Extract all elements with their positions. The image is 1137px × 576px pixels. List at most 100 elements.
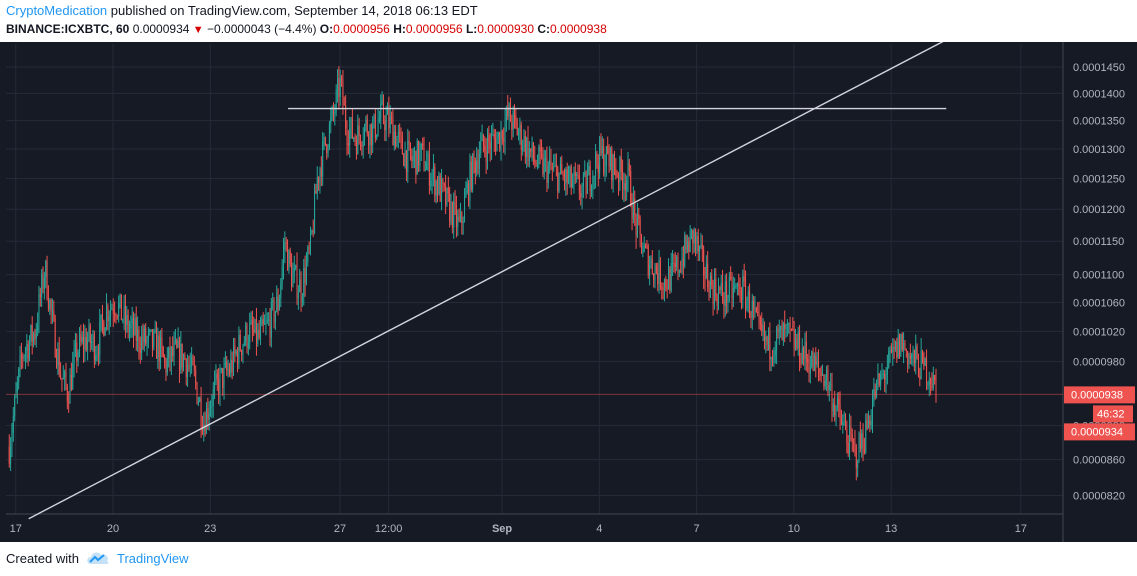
candle-body (223, 365, 225, 388)
candle-body (928, 379, 930, 385)
price-tick-label: 0.0001400 (1073, 88, 1125, 100)
candle-body (815, 355, 817, 365)
candle-body (681, 258, 683, 272)
candle-body (399, 132, 401, 134)
candle-body (593, 175, 595, 177)
candle-body (380, 103, 382, 120)
candle-body (257, 330, 259, 344)
candle-body (840, 417, 842, 425)
candle-body (486, 135, 488, 162)
candle-body (723, 298, 725, 306)
candle-body (797, 331, 799, 349)
candle-body (917, 357, 919, 377)
candle-body (50, 300, 52, 312)
candle-body (95, 355, 97, 361)
price-tick-label: 0.0001060 (1073, 297, 1125, 309)
price-axis-background (1063, 42, 1137, 542)
candle-body (237, 351, 239, 364)
candle-body (230, 359, 232, 374)
candle-body (796, 339, 798, 349)
candle-body (893, 346, 895, 349)
candle-body (672, 262, 674, 264)
candle-body (851, 434, 853, 443)
chart-area[interactable]: 0.00008200.00008600.00009000.00009800.00… (0, 40, 1137, 542)
candle-body (251, 320, 253, 330)
candle-body (281, 266, 283, 284)
candle-body (826, 369, 828, 381)
candle-body (442, 178, 444, 185)
candle-body (231, 359, 233, 372)
candle-body (589, 166, 591, 192)
candle-body (387, 109, 389, 115)
candle-body (900, 334, 902, 357)
candle-body (92, 334, 94, 342)
candle-body (624, 183, 626, 191)
symbol-label: BINANCE:ICXBTC, 60 (6, 22, 130, 36)
ascending-trendline (28, 40, 944, 520)
candle-body (70, 374, 72, 390)
time-tick-label: 12:00 (375, 523, 403, 535)
candle-body (803, 348, 805, 360)
author-link[interactable]: CryptoMedication (6, 3, 108, 18)
candle-body (550, 159, 552, 168)
candle-body (76, 343, 78, 361)
candle-body (193, 364, 195, 371)
candle-body (785, 325, 787, 329)
candle-body (795, 339, 797, 349)
candle-body (635, 214, 637, 236)
candle-body (137, 329, 139, 342)
candle-body (426, 163, 428, 170)
candle-body (736, 284, 738, 286)
candle-body (128, 328, 130, 332)
candle-body (65, 372, 67, 387)
candle-body (792, 329, 794, 331)
candle-body (215, 373, 217, 382)
candle-body (718, 288, 720, 306)
candle-body (405, 150, 407, 172)
candle-body (351, 117, 353, 138)
candle-body (359, 136, 361, 145)
candle-body (258, 330, 260, 338)
candle-body (397, 132, 399, 138)
tradingview-brand[interactable]: TradingView (116, 550, 189, 566)
candle-body (334, 111, 336, 114)
candle-body (353, 137, 355, 139)
candle-body (640, 234, 642, 254)
candle-body (366, 119, 368, 134)
candle-body (628, 163, 630, 171)
candle-body (645, 245, 647, 247)
candle-body (765, 336, 767, 341)
candle-body (516, 122, 518, 136)
candle-body (61, 377, 63, 380)
price-tick-label: 0.0000820 (1073, 490, 1125, 502)
price-change: −0.0000043 (−4.4%) (207, 22, 317, 36)
candle-body (474, 160, 476, 173)
candle-body (704, 275, 706, 279)
candle-body (701, 244, 703, 250)
candle-body (58, 348, 60, 375)
candle-body (66, 386, 68, 402)
candle-body (715, 279, 717, 297)
candle-body (165, 360, 167, 373)
price-chart[interactable]: 0.00008200.00008600.00009000.00009800.00… (0, 40, 1137, 542)
candle-body (557, 167, 559, 192)
candle-body (920, 351, 922, 380)
candle-body (618, 175, 620, 183)
time-tick-label: 13 (885, 523, 897, 535)
candle-body (746, 300, 748, 310)
candle-body (160, 337, 162, 362)
candle-body (183, 355, 185, 368)
candle-body (204, 424, 206, 434)
candle-body (35, 330, 37, 340)
candle-body (384, 120, 386, 131)
candle-body (485, 150, 487, 162)
candle-body (142, 335, 144, 343)
candle-body (322, 140, 324, 177)
candle-body (464, 197, 466, 222)
candle-body (305, 261, 307, 284)
candle-body (734, 285, 736, 288)
candle-body (762, 325, 764, 332)
candle-body (80, 334, 82, 342)
candle-body (216, 373, 218, 380)
candle-body (553, 166, 555, 169)
